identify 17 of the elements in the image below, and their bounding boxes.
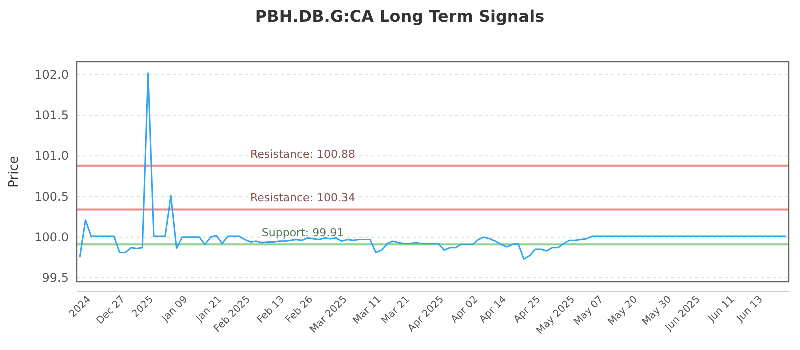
x-tick-label: Apr 25	[512, 294, 544, 326]
chart-title: PBH.DB.G:CA Long Term Signals	[255, 7, 545, 26]
x-tick-label: Jun 11	[706, 294, 737, 326]
y-tick-label: 101.5	[34, 108, 69, 123]
y-tick-label: 99.5	[42, 270, 69, 285]
x-tick-label: Dec 27	[94, 294, 128, 328]
y-tick-label: 102.0	[34, 68, 69, 82]
y-tick-label: 100.0	[34, 230, 69, 244]
y-tick-label: 101.0	[34, 149, 69, 164]
x-tick-label: Jan 09	[160, 294, 190, 325]
y-tick-label: 100.5	[34, 190, 69, 204]
ref-line-label: Support: 99.91	[262, 226, 344, 240]
y-axis-title: Price	[7, 156, 22, 188]
line-series	[79, 72, 787, 260]
ref-line-label: Resistance: 100.34	[250, 192, 356, 205]
ref-line-label: Resistance: 100.88	[250, 148, 356, 161]
x-tick-label: Jun 13	[734, 294, 766, 326]
